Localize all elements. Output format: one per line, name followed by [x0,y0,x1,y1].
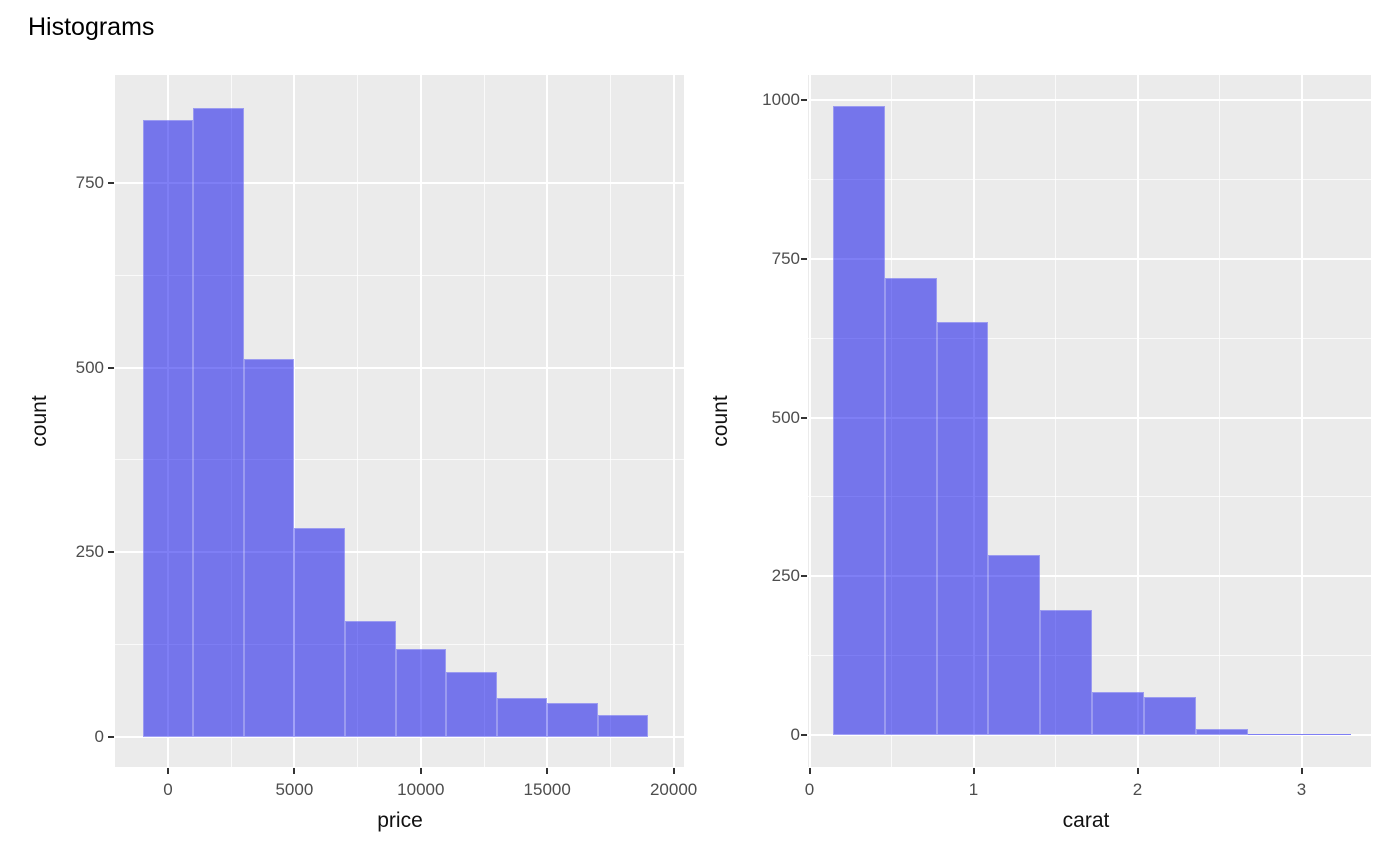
histogram-bar [1299,734,1352,735]
grid-y-major [808,734,1371,736]
y-tick-mark [108,181,114,184]
y-tick-label: 0 [94,727,104,746]
histogram-bar [193,108,244,737]
histogram-bar [142,120,194,737]
grid-y-minor [808,337,1371,339]
grid-y-major [115,181,684,184]
histogram-bar [496,697,548,737]
histogram-bar [988,555,1041,735]
x-tick-label: 2 [1132,780,1143,799]
histogram-bar [936,322,989,735]
grid-y-minor [115,274,684,276]
grid-y-minor [808,496,1371,498]
grid-x-major [293,75,296,767]
grid-y-major [808,99,1371,101]
y-tick-mark [801,734,807,736]
grid-y-minor [115,459,684,461]
grid-x-minor [609,75,611,767]
grid-y-minor [115,644,684,646]
x-tick-label: 0 [163,780,173,799]
y-tick-label: 250 [771,566,800,586]
x-tick-label: 5000 [275,780,314,799]
x-tick-label: 10000 [397,780,445,799]
axis-title-y: count [709,395,732,447]
x-tick-mark [672,768,675,774]
grid-y-major [115,366,684,369]
grid-x-major [1136,75,1139,767]
x-tick-mark [808,768,811,774]
grid-x-minor [1055,75,1056,767]
x-tick-label: 1 [968,780,979,799]
grid-y-major [808,416,1371,419]
histogram-bar [597,714,649,737]
histogram-bar [547,703,598,737]
grid-y-major [115,551,684,554]
y-tick-label: 250 [75,542,104,562]
grid-y-major [115,736,684,738]
y-tick-label: 750 [75,172,104,192]
histogram-bar [1195,729,1248,735]
subplot-price: 0 5000 10000 15000 20000 0 250 500 750 price count [28,75,698,832]
grid-x-minor [357,75,359,767]
histogram-bar [344,621,396,737]
grid-x-major [546,75,549,767]
x-tick-mark [1300,768,1303,774]
y-tick-mark [801,416,807,419]
histogram-bar [446,671,497,737]
y-tick-mark [108,736,114,738]
axis-title-x: price [377,809,423,832]
histogram-bar [1092,692,1144,735]
grid-y-minor [808,178,1371,180]
y-tick-mark [801,257,807,260]
x-tick-mark [546,768,549,774]
grid-y-major [808,257,1371,260]
x-tick-mark [1136,768,1139,774]
y-tick-mark [801,575,807,578]
x-tick-mark [293,768,296,774]
x-tick-label: 15000 [523,780,571,799]
grid-x-minor [483,75,485,767]
grid-x-minor [1219,75,1220,767]
y-tick-mark [801,99,807,101]
histogram-bar [395,649,447,737]
x-tick-mark [419,768,422,774]
histogram-bar [884,277,937,735]
grid-x-major [419,75,422,767]
histogram-bar [243,358,295,737]
x-tick-mark [167,768,169,774]
y-tick-label: 500 [771,407,800,427]
histogram-bar [1247,733,1300,735]
grid-x-major [808,75,811,767]
x-tick-label: 20000 [649,780,698,799]
grid-x-major [672,75,675,767]
subplot-carat: 0 1 2 3 0 250 500 750 1000 carat count [700,0,1400,866]
y-tick-mark [108,366,114,369]
figure-title: Histograms [28,13,155,41]
histogram-bar [1040,609,1093,735]
y-tick-label: 500 [75,357,104,377]
y-tick-label: 1000 [762,90,800,109]
y-tick-label: 0 [790,725,800,744]
grid-y-major [808,575,1371,578]
histogram-bar [832,106,885,735]
histogram-bar [1143,696,1196,735]
grid-x-major [1300,75,1303,767]
x-tick-label: 0 [804,780,815,799]
axis-title-x: carat [1062,809,1110,832]
y-tick-label: 750 [771,248,800,268]
axis-title-y: count [28,395,51,447]
x-tick-mark [972,768,975,774]
x-tick-label: 3 [1296,780,1307,799]
y-tick-mark [108,551,114,554]
histogram-bar [294,527,345,737]
